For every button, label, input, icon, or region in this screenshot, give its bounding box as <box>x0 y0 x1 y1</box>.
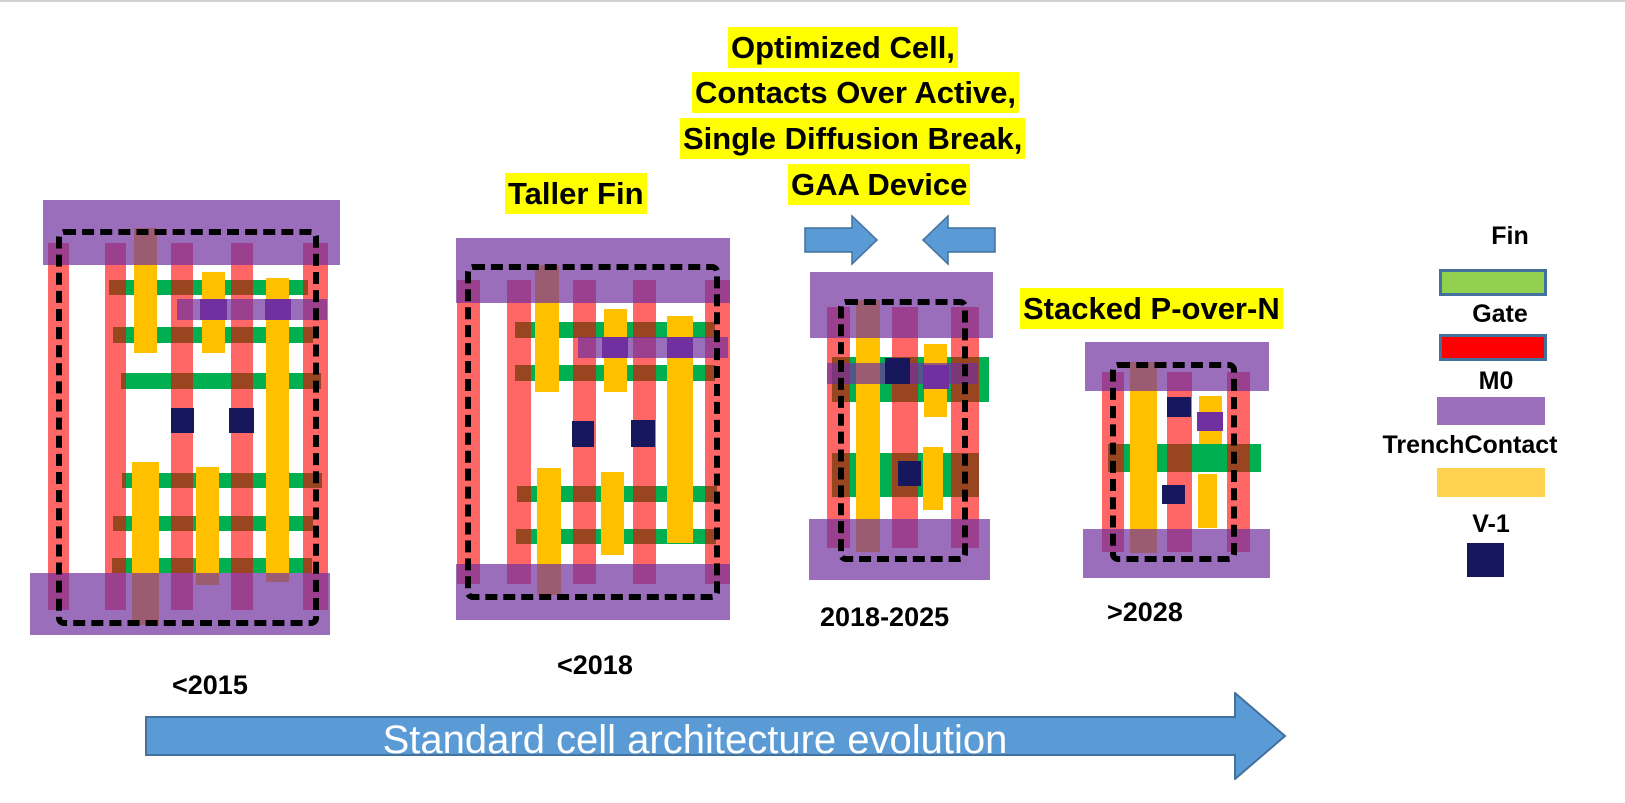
v-1-via <box>898 461 921 486</box>
year-label-cell-1: <2015 <box>172 670 248 700</box>
legend-m0-label: M0 <box>1478 367 1514 395</box>
trench-contact <box>856 300 880 552</box>
optimized-line-3: Single Diffusion Break, <box>680 118 1026 159</box>
legend-fin-label: Fin <box>1491 222 1529 250</box>
legend-trench-label: TrenchContact <box>1382 431 1558 459</box>
legend-trench-swatch <box>1437 468 1545 497</box>
stacked-label: Stacked P-over-N <box>1020 288 1283 329</box>
v-1-via <box>171 408 194 433</box>
m0-via <box>200 299 227 320</box>
gate <box>105 243 126 610</box>
legend-m0-swatch <box>1437 397 1545 425</box>
year-label-cell-2: <2018 <box>557 650 633 680</box>
trench-contact <box>1198 474 1217 528</box>
year-label-cell-4: >2028 <box>1107 597 1183 627</box>
legend-gate-swatch <box>1439 334 1547 361</box>
m0-via <box>265 299 291 320</box>
cell-boundary <box>1110 362 1237 562</box>
v-1-via <box>1162 485 1185 504</box>
legend-gate-label: Gate <box>1472 300 1528 328</box>
m0-via <box>667 337 693 358</box>
legend-fin-swatch <box>1439 269 1547 296</box>
m0-metal <box>456 238 730 303</box>
optimized-line-4: GAA Device <box>788 164 971 205</box>
right-arrow-icon <box>804 214 879 266</box>
taller-fin-label: Taller Fin <box>505 173 647 214</box>
evolution-arrow-label: Standard cell architecture evolution <box>382 718 1008 762</box>
v-1-via <box>229 408 254 433</box>
optimized-line-1: Optimized Cell, <box>728 27 958 68</box>
cell-boundary <box>838 299 968 562</box>
squeeze-arrows <box>804 214 996 266</box>
evolution-arrow-icon <box>145 692 1287 780</box>
v-1-via <box>885 358 910 384</box>
v-1-via <box>1167 397 1191 417</box>
left-arrow-icon <box>921 214 996 266</box>
m0-metal <box>456 564 730 620</box>
top-border <box>0 0 1625 2</box>
trench-contact <box>923 447 943 510</box>
v-1-via <box>631 420 655 447</box>
trench-contact <box>601 472 624 555</box>
cell-boundary <box>465 264 720 600</box>
cell-boundary <box>56 229 319 626</box>
trench-contact <box>266 278 289 582</box>
v-1-via <box>572 421 594 447</box>
m0-via <box>1197 412 1223 431</box>
gate <box>892 307 918 548</box>
gate <box>507 280 531 584</box>
trench-contact <box>1130 362 1157 553</box>
optimized-line-2: Contacts Over Active, <box>692 72 1020 113</box>
trench-contact <box>196 467 219 585</box>
m0-via <box>602 337 628 358</box>
legend-v1-swatch <box>1467 543 1504 577</box>
year-label-cell-3: 2018-2025 <box>820 602 950 632</box>
m0-via <box>923 365 949 389</box>
legend-v1-label: V-1 <box>1472 510 1510 538</box>
